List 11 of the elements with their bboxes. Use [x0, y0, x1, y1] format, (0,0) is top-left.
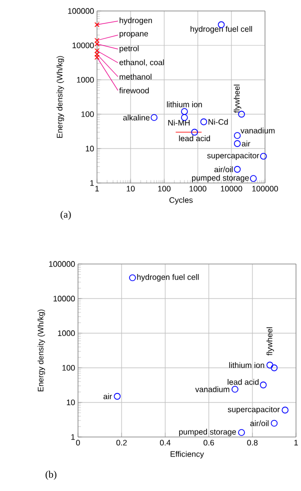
point — [270, 420, 278, 427]
point — [282, 406, 289, 414]
point — [232, 386, 238, 393]
point — [114, 392, 121, 400]
text: (b) — [46, 470, 56, 480]
point — [260, 382, 267, 388]
point — [238, 429, 245, 436]
point — [270, 364, 278, 372]
point — [129, 274, 136, 282]
point — [266, 362, 274, 368]
text: (a) — [60, 210, 71, 220]
